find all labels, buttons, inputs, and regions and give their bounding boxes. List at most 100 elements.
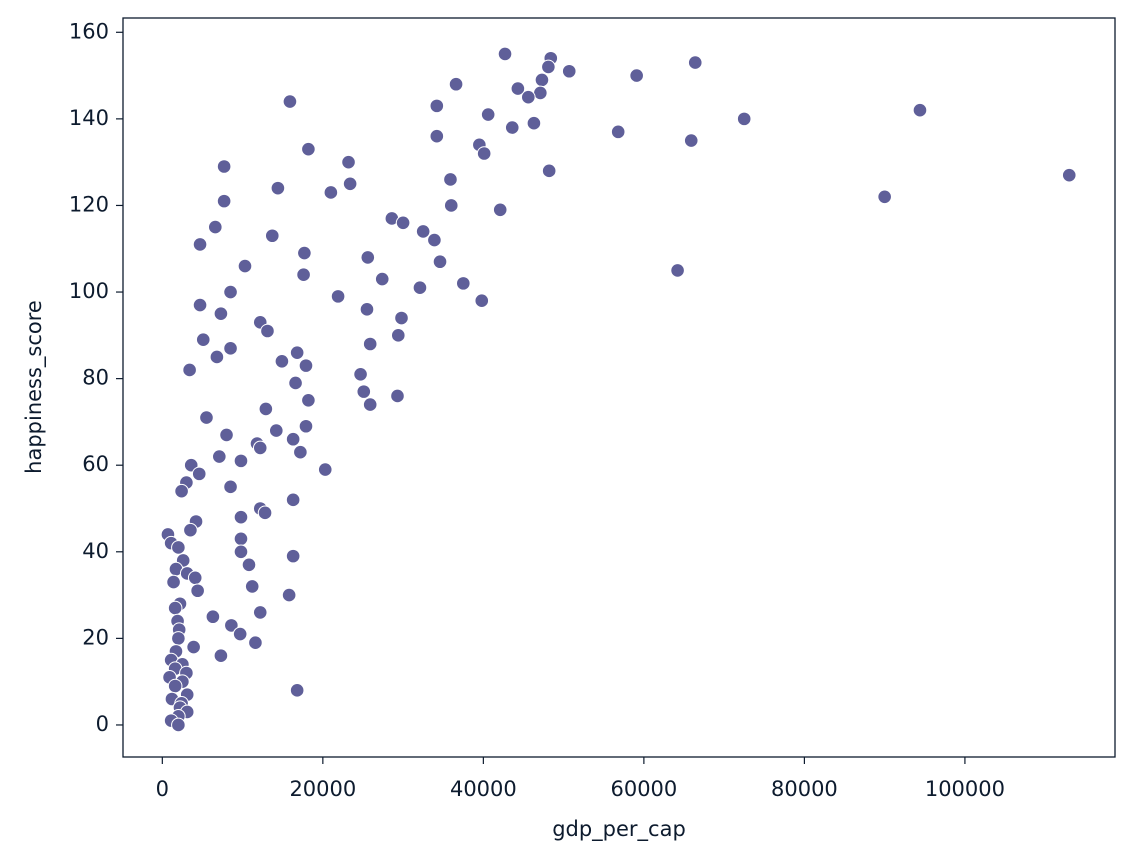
point [395, 215, 411, 231]
y-tick-label: 100 [69, 279, 109, 303]
point [510, 81, 526, 96]
y-tick-label: 120 [69, 192, 109, 216]
point [282, 94, 298, 109]
point [301, 141, 316, 157]
point [521, 89, 536, 105]
point [359, 302, 375, 317]
point [212, 449, 227, 464]
point [301, 392, 316, 408]
point [186, 639, 201, 655]
point [199, 410, 214, 425]
point [492, 202, 508, 218]
point [174, 483, 189, 499]
x-tick-label: 40000 [450, 777, 517, 801]
point [877, 189, 892, 205]
point [476, 146, 492, 161]
point [192, 297, 208, 313]
point [257, 505, 273, 521]
point [455, 276, 471, 291]
point [274, 354, 290, 369]
point [207, 219, 223, 235]
point [362, 336, 378, 352]
point [171, 540, 186, 555]
point [223, 479, 238, 495]
point [233, 531, 249, 547]
point [216, 193, 232, 209]
point [429, 128, 445, 144]
y-tick-label: 160 [69, 19, 109, 43]
point [237, 258, 253, 274]
y-tick-label: 140 [69, 106, 109, 130]
point [191, 466, 207, 482]
point [171, 631, 186, 646]
point [298, 418, 314, 434]
point [190, 583, 205, 599]
x-tick-label: 0 [156, 777, 169, 801]
point [281, 587, 297, 603]
point [209, 349, 225, 365]
point [268, 423, 284, 438]
point [374, 271, 390, 287]
point [1061, 167, 1077, 183]
point [223, 341, 238, 356]
y-tick-label: 60 [82, 452, 109, 476]
point [289, 683, 305, 698]
point [270, 180, 286, 196]
point [260, 323, 275, 339]
point [252, 440, 268, 456]
point [443, 198, 459, 213]
point [171, 717, 186, 733]
y-tick-label: 0 [96, 712, 109, 736]
point [219, 427, 234, 443]
point [195, 332, 211, 347]
point [285, 548, 301, 564]
point [427, 232, 442, 248]
point [241, 557, 257, 573]
point [182, 362, 197, 378]
point [233, 509, 249, 525]
y-axis-label: happiness_score [22, 300, 47, 474]
point [480, 107, 496, 122]
point [429, 98, 445, 114]
point [497, 46, 513, 62]
point [736, 111, 752, 127]
point [390, 328, 406, 343]
y-tick-label: 40 [82, 539, 109, 563]
point [342, 176, 358, 192]
point [232, 626, 248, 642]
point [432, 254, 448, 270]
point [167, 678, 183, 694]
point [341, 154, 356, 170]
point [526, 115, 542, 131]
point [224, 618, 239, 633]
point [285, 431, 301, 447]
point [629, 68, 644, 83]
plot-frame [122, 17, 1116, 758]
point [534, 72, 550, 88]
point [504, 120, 520, 135]
point [610, 124, 626, 140]
point [317, 462, 333, 477]
x-tick-label: 100000 [925, 777, 1005, 801]
point [561, 63, 577, 79]
point [258, 401, 274, 417]
point [298, 358, 314, 373]
point [474, 293, 490, 308]
point [293, 444, 308, 460]
point [687, 55, 703, 70]
point [912, 102, 928, 118]
point [288, 375, 303, 391]
point [252, 605, 268, 620]
point [233, 544, 249, 560]
point [183, 522, 198, 538]
point [323, 185, 339, 200]
point [285, 492, 301, 508]
point [248, 635, 263, 651]
point [412, 280, 428, 296]
point [289, 345, 305, 360]
point [213, 648, 229, 663]
point [443, 172, 458, 187]
x-tick-label: 20000 [289, 777, 356, 801]
point [330, 289, 346, 304]
